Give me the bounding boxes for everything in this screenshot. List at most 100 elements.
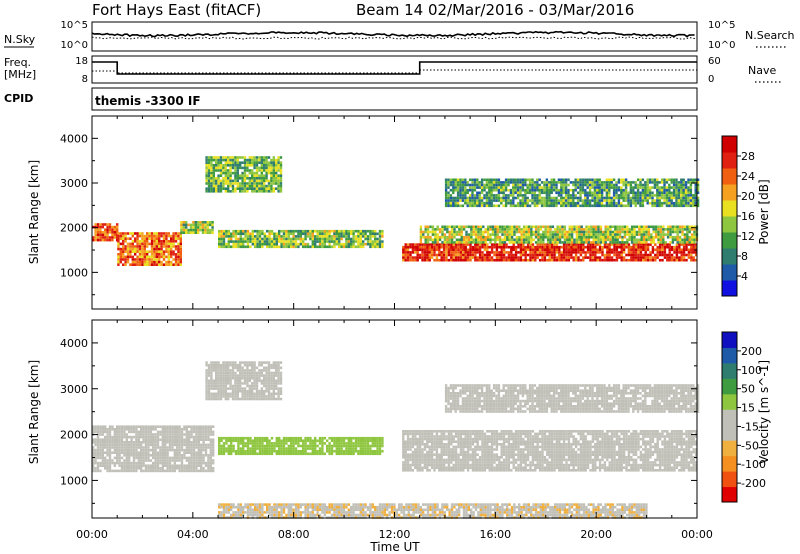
heatmap-cell [500, 251, 503, 254]
heatmap-cell [306, 232, 310, 236]
heatmap-cell [215, 371, 218, 375]
heatmap-cell [527, 230, 531, 234]
heatmap-cell [642, 241, 646, 244]
heatmap-cell [333, 235, 336, 238]
heatmap-cell [251, 182, 254, 185]
heatmap-cell [628, 233, 631, 236]
heatmap-cell [430, 256, 434, 259]
heatmap-cell [176, 433, 179, 436]
heatmap-cell [204, 430, 208, 434]
heatmap-cell [670, 253, 674, 257]
heatmap-cell [280, 229, 283, 233]
heatmap-cell [374, 240, 377, 243]
heatmap-cell [150, 253, 154, 256]
heatmap-cell [560, 251, 563, 254]
heatmap-cell [205, 395, 208, 398]
heatmap-cell [142, 446, 145, 449]
heatmap-cell [456, 196, 460, 200]
heatmap-cell [171, 438, 174, 441]
heatmap-cell [556, 241, 559, 244]
heatmap-cell [248, 363, 251, 367]
heatmap-cell [530, 225, 533, 229]
heatmap-cell [612, 196, 616, 200]
heatmap-cell [354, 237, 358, 241]
heatmap-cell [533, 204, 537, 208]
heatmap-cell [454, 258, 458, 262]
heatmap-cell [641, 204, 645, 208]
heatmap-cell [486, 235, 490, 239]
heatmap-cell [122, 240, 125, 243]
heatmap-cell [546, 225, 550, 229]
heatmap-cell [562, 248, 566, 252]
heatmap-cell [562, 253, 566, 257]
heatmap-cell [454, 256, 458, 259]
heatmap-cell [282, 245, 286, 249]
heatmap-cell [466, 181, 469, 184]
heatmap-cell [192, 231, 195, 234]
heatmap-cell [456, 191, 460, 195]
heatmap-cell [512, 243, 515, 246]
heatmap-cell [267, 361, 271, 364]
heatmap-cell [622, 248, 626, 252]
heatmap-cell [627, 191, 630, 195]
heatmap-cell [565, 251, 568, 254]
heatmap-cell [424, 238, 427, 242]
heatmap-cell [272, 164, 275, 167]
heatmap-cell [92, 451, 95, 454]
heatmap-cell [668, 204, 671, 208]
heatmap-cell [534, 228, 538, 231]
heatmap-cell [146, 234, 149, 238]
heatmap-cell [354, 245, 358, 249]
heatmap-cell [263, 169, 266, 172]
heatmap-cell [589, 248, 592, 252]
heatmap-cell [258, 363, 261, 367]
heatmap-cell [647, 225, 651, 229]
heatmap-cell [572, 183, 575, 187]
heatmap-cell [406, 248, 410, 252]
heatmap-cell [162, 232, 166, 235]
heatmap-cell [687, 194, 690, 197]
heatmap-cell [566, 235, 569, 239]
heatmap-cell [215, 156, 218, 159]
heatmap-cell [172, 242, 175, 246]
heatmap-cell [672, 188, 676, 192]
heatmap-cell [205, 190, 208, 193]
heatmap-cell [374, 232, 377, 236]
heatmap-cell [92, 441, 95, 444]
heatmap-cell [602, 235, 605, 239]
heatmap-cell [126, 242, 130, 246]
heatmap-cell [545, 196, 549, 200]
heatmap-cell [180, 441, 184, 444]
heatmap-cell [581, 201, 585, 205]
heatmap-cell [627, 258, 631, 262]
heatmap-cell [195, 425, 198, 428]
heatmap-cell [197, 430, 200, 434]
heatmap-cell [258, 182, 261, 185]
heatmap-cell [418, 248, 422, 252]
heatmap-cell [340, 235, 343, 238]
heatmap-cell [270, 171, 273, 175]
heatmap-cell [140, 443, 143, 447]
heatmap-cell [94, 438, 97, 441]
heatmap-cell [306, 242, 310, 246]
heatmap-cell [205, 392, 208, 396]
heatmap-cell [663, 248, 667, 252]
heatmap-cell [255, 171, 259, 175]
heatmap-cell [185, 467, 188, 470]
heatmap-cell [684, 199, 688, 202]
heatmap-cell [542, 225, 545, 229]
heatmap-cell [632, 191, 635, 195]
heatmap-cell [627, 194, 630, 197]
heatmap-cell [574, 258, 578, 262]
heatmap-cell [159, 433, 162, 436]
heatmap-cell [555, 196, 558, 200]
heatmap-cell [435, 258, 439, 262]
heatmap-cell [690, 258, 693, 262]
heatmap-cell [222, 166, 225, 170]
heatmap-cell [510, 235, 514, 239]
heatmap-cell [137, 430, 140, 434]
heatmap-cell [596, 194, 599, 197]
heatmap-cell [441, 235, 444, 239]
heatmap-cell [258, 240, 262, 243]
heatmap-cell [275, 164, 278, 167]
